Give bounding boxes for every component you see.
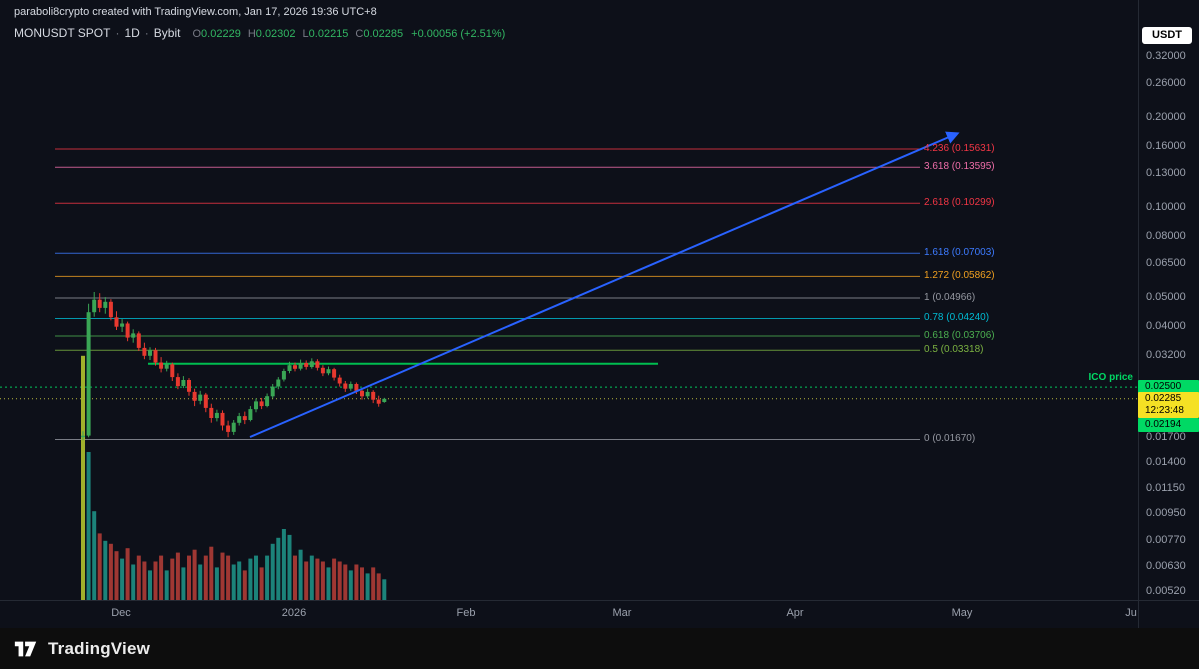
ohlc-value: 0.02285: [363, 28, 404, 40]
time-axis-label: Dec: [111, 607, 131, 619]
tradingview-logo-icon[interactable]: [13, 636, 39, 662]
fib-level-label: 1 (0.04966): [924, 291, 976, 303]
price-axis-label: 0.05000: [1146, 291, 1186, 304]
price-axis-label: 0.00630: [1146, 560, 1186, 573]
price-axis-label: 0.13000: [1146, 166, 1186, 179]
ohlc-key: L: [302, 28, 309, 40]
fib-level-label: 0.78 (0.04240): [924, 312, 990, 324]
interval-label[interactable]: 1D: [124, 26, 140, 40]
fib-level-label: 4.236 (0.15631): [924, 143, 995, 155]
price-axis-label: 0.03200: [1146, 349, 1186, 362]
time-axis-label: Feb: [456, 607, 476, 619]
fib-level-label: 0 (0.01670): [924, 433, 976, 445]
time-axis-label: Mar: [612, 607, 632, 619]
fib-level-label: 1.618 (0.07003): [924, 247, 995, 259]
price-axis-label: 0.04000: [1146, 320, 1186, 333]
time-axis[interactable]: Dec 2026 Feb Mar Apr May Ju: [0, 600, 1199, 628]
price-axis-label: 0.00950: [1146, 506, 1186, 519]
low-price-badge: 0.02194: [1138, 417, 1199, 432]
price-axis-label: 0.10000: [1146, 201, 1186, 214]
price-axis-label: 0.08000: [1146, 230, 1186, 243]
price-axis-label: 0.01150: [1146, 481, 1185, 494]
legend-separator: ·: [115, 26, 120, 40]
exchange-label[interactable]: Bybit: [153, 26, 181, 40]
change-value: +0.00056 (+2.51%): [411, 28, 506, 40]
symbol-title[interactable]: MONUSDT SPOT: [14, 26, 111, 40]
price-axis-label: 0.00770: [1146, 534, 1186, 547]
footer-bar: TradingView: [0, 628, 1199, 669]
time-axis-label: Ju: [1125, 607, 1137, 619]
attribution-text: paraboli8crypto created with TradingView…: [14, 6, 377, 18]
tradingview-wordmark[interactable]: TradingView: [48, 638, 151, 658]
legend-separator: ·: [144, 26, 149, 40]
time-axis-label: Apr: [786, 607, 804, 619]
price-axis-label: 0.00520: [1146, 585, 1186, 597]
price-axis[interactable]: 0.32000 0.26000 0.20000 0.16000 0.13000 0.100…: [1138, 0, 1199, 628]
price-chart-canvas[interactable]: [0, 0, 1199, 628]
fib-level-label: 0.5 (0.03318): [924, 344, 984, 356]
price-axis-label: 0.01700: [1146, 431, 1186, 444]
ohlc-key: H: [247, 28, 256, 40]
currency-toggle-button[interactable]: USDT: [1142, 27, 1192, 44]
price-axis-label: 0.06500: [1146, 256, 1186, 269]
ico-price-label: ICO price: [1088, 372, 1133, 384]
fib-level-label: 2.618 (0.10299): [924, 197, 995, 209]
ohlc-value: 0.02302: [255, 28, 296, 40]
ohlc-values: O0.02229 H0.02302 L0.02215 C0.02285: [192, 28, 403, 40]
fib-level-label: 3.618 (0.13595): [924, 161, 995, 173]
ohlc-key: O: [192, 28, 202, 40]
time-axis-label: May: [951, 607, 973, 619]
fib-level-label: 1.272 (0.05862): [924, 270, 995, 282]
price-axis-label: 0.16000: [1146, 140, 1186, 153]
ico-price-badge: 0.02500: [1138, 380, 1199, 395]
price-axis-label: 0.01400: [1146, 456, 1186, 469]
ohlc-key: C: [355, 28, 364, 40]
time-axis-label: 2026: [281, 607, 307, 619]
price-axis-label: 0.32000: [1146, 50, 1186, 62]
fib-level-label: 0.618 (0.03706): [924, 329, 995, 341]
symbol-legend: MONUSDT SPOT · 1D · Bybit O0.02229 H0.023…: [14, 26, 505, 40]
price-axis-label: 0.20000: [1146, 111, 1186, 124]
ohlc-value: 0.02215: [308, 28, 349, 40]
ohlc-value: 0.02229: [201, 28, 241, 40]
current-price-badge: 0.02285 12:23:48: [1138, 391, 1199, 418]
price-axis-label: 0.26000: [1146, 76, 1186, 89]
